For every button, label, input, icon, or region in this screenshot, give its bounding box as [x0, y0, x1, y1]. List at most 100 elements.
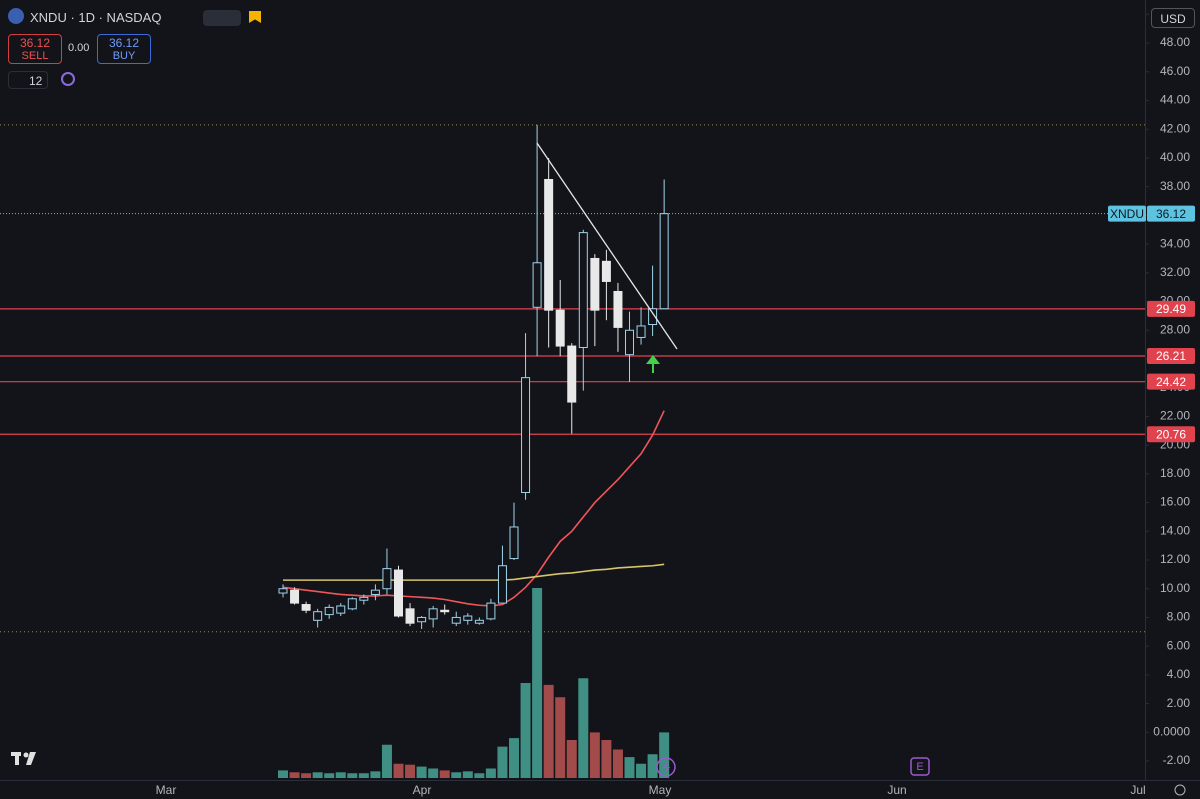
earnings-icon-label: E [916, 761, 923, 773]
x-tick-label: Mar [156, 783, 177, 797]
flag-icon [8, 8, 24, 24]
volume-bar [439, 770, 450, 778]
candle-body [394, 569, 403, 617]
candle-body [336, 605, 346, 614]
volume-bar [312, 772, 323, 778]
candle-body [625, 329, 634, 356]
y-tick-label: 42.00 [1160, 121, 1190, 135]
moving-average [283, 563, 665, 581]
x-tick-label: May [649, 783, 672, 797]
candle-body [521, 377, 531, 494]
x-tick-label: Jul [1130, 783, 1145, 797]
candle-body [474, 619, 484, 624]
earnings-icon[interactable] [910, 757, 930, 776]
candle-body [301, 604, 311, 611]
candle-body [278, 588, 288, 594]
volume-bar [509, 738, 519, 778]
volume-bar [416, 766, 427, 778]
y-tick-label: 8.00 [1167, 610, 1191, 624]
moving-average [282, 410, 665, 607]
news-icon[interactable] [656, 757, 676, 777]
trend-line [536, 142, 678, 350]
volume-bar [289, 772, 300, 778]
level-label: 20.76 [1156, 427, 1186, 441]
volume-bar [636, 763, 647, 778]
level-label-box [1147, 300, 1195, 317]
volume-bar [485, 768, 496, 778]
y-tick-label: 4.00 [1167, 667, 1191, 681]
volume-bar [601, 740, 612, 778]
candle-body [659, 213, 669, 310]
y-tick-label: 38.00 [1160, 179, 1190, 193]
candle-body [648, 308, 658, 326]
volume-bar [428, 768, 439, 778]
tv-logo [11, 752, 36, 765]
candle-body [428, 608, 438, 620]
volume-bar [497, 746, 508, 778]
candle-body [347, 598, 357, 610]
candle-body [440, 609, 450, 613]
volume-bar [324, 773, 335, 778]
y-tick-label: 10.00 [1160, 581, 1190, 595]
candle-body [544, 178, 554, 311]
volume-bar [462, 771, 473, 778]
y-tick-label: 16.00 [1160, 495, 1190, 509]
y-tick-label: 28.00 [1160, 322, 1190, 336]
candle-body [370, 589, 380, 595]
last-price-label: 36.12 [1156, 207, 1186, 221]
candle-body [417, 616, 427, 623]
last-symbol-label: XNDU [1110, 207, 1144, 221]
volume-bar [370, 771, 381, 778]
sell-price: 36.12 [19, 36, 51, 50]
y-tick-label: 22.00 [1160, 409, 1190, 423]
up-arrow [646, 355, 660, 373]
volume-bar [624, 757, 635, 778]
y-tick-label: 48.00 [1160, 35, 1190, 49]
level-label-box [1147, 347, 1195, 364]
volume-bar [543, 684, 554, 778]
flag-marker[interactable] [249, 11, 261, 23]
volume-bar [301, 773, 312, 778]
candle-body [590, 257, 600, 311]
sell-label: SELL [21, 50, 49, 62]
level-label: 29.49 [1156, 302, 1186, 316]
y-tick-label: 14.00 [1160, 523, 1190, 537]
y-tick-label: 6.00 [1167, 638, 1191, 652]
sync-icon[interactable] [61, 72, 75, 86]
volume-bar [659, 732, 670, 778]
candle-body [324, 606, 334, 616]
volume-bar [347, 773, 358, 778]
buy-price: 36.12 [108, 36, 140, 50]
buy-button[interactable]: 36.12 BUY [97, 34, 151, 64]
y-tick-label: 34.00 [1160, 236, 1190, 250]
sell-button[interactable]: 36.12 SELL [8, 34, 62, 64]
volume-bar [405, 764, 416, 778]
indicator-count[interactable]: 12 [8, 71, 48, 89]
volume-bar [335, 772, 346, 778]
candle-body [567, 345, 577, 403]
y-tick-label: 40.00 [1160, 150, 1190, 164]
volume-bar [578, 678, 589, 778]
last-symbol-box [1108, 205, 1146, 222]
candle-body [405, 608, 415, 624]
y-tick-label: 12.00 [1160, 552, 1190, 566]
candle-body [463, 615, 473, 621]
y-tick-label: -2.00 [1163, 753, 1191, 767]
settings-icon[interactable] [1174, 784, 1186, 796]
y-tick-label: 0.0000 [1153, 724, 1190, 738]
volume-bar [393, 763, 404, 778]
candle-body [497, 565, 507, 604]
candle-body [636, 325, 646, 338]
currency-button[interactable]: USD [1151, 8, 1195, 28]
candle-body [486, 602, 496, 620]
volume-bar [612, 749, 623, 778]
candle-body [509, 526, 519, 560]
news-icon-bolt [663, 761, 670, 774]
candle-body [601, 260, 611, 282]
status-pill [203, 10, 241, 26]
y-tick-label: 32.00 [1160, 265, 1190, 279]
symbol-title[interactable]: XNDU · 1D · NASDAQ [30, 10, 162, 25]
y-tick-label: 2.00 [1167, 696, 1191, 710]
